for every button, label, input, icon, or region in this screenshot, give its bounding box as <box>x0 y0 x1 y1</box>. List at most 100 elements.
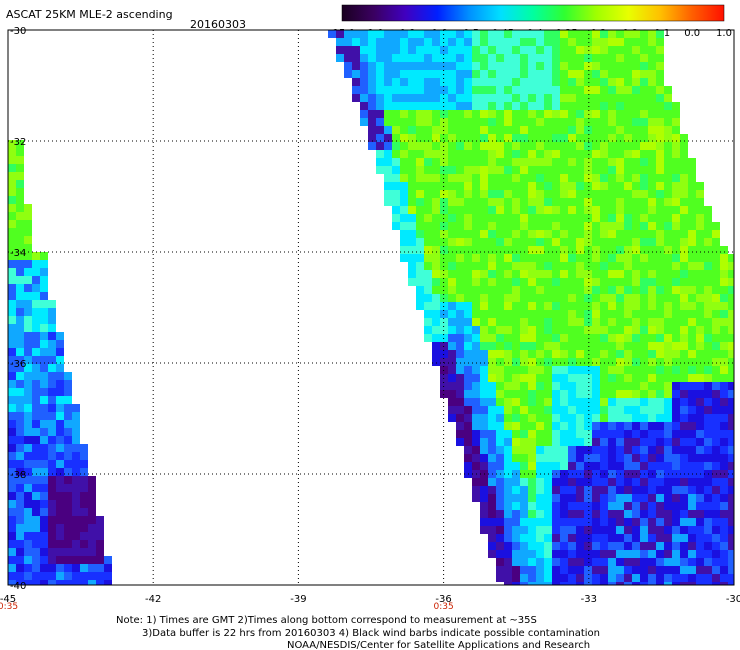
data-pixel <box>448 70 456 78</box>
data-pixel <box>64 428 72 436</box>
data-pixel <box>512 342 520 350</box>
data-pixel <box>704 334 712 342</box>
data-pixel <box>544 486 552 494</box>
data-pixel <box>552 230 560 238</box>
data-pixel <box>536 374 544 382</box>
data-pixel <box>40 372 48 380</box>
data-pixel <box>464 198 472 206</box>
data-pixel <box>488 446 496 454</box>
data-pixel <box>480 38 488 46</box>
data-pixel <box>424 54 432 62</box>
data-pixel <box>672 174 680 182</box>
data-pixel <box>56 436 64 444</box>
data-pixel <box>472 302 480 310</box>
data-pixel <box>576 206 584 214</box>
data-pixel <box>680 574 688 582</box>
data-pixel <box>512 206 520 214</box>
data-pixel <box>680 302 688 310</box>
data-pixel <box>688 502 696 510</box>
data-pixel <box>40 260 48 268</box>
data-pixel <box>456 294 464 302</box>
data-pixel <box>24 388 32 396</box>
data-pixel <box>584 438 592 446</box>
data-pixel <box>664 310 672 318</box>
data-pixel <box>592 350 600 358</box>
data-pixel <box>16 556 24 564</box>
data-pixel <box>712 534 720 542</box>
data-pixel <box>696 374 704 382</box>
data-pixel <box>640 582 648 585</box>
data-pixel <box>600 182 608 190</box>
data-pixel <box>712 310 720 318</box>
data-pixel <box>336 30 344 38</box>
data-pixel <box>512 126 520 134</box>
data-pixel <box>704 398 712 406</box>
data-pixel <box>600 302 608 310</box>
data-pixel <box>560 534 568 542</box>
data-pixel <box>416 102 424 110</box>
data-pixel <box>496 46 504 54</box>
data-pixel <box>664 406 672 414</box>
data-pixel <box>632 566 640 574</box>
data-pixel <box>488 70 496 78</box>
data-pixel <box>560 390 568 398</box>
data-pixel <box>464 238 472 246</box>
data-pixel <box>504 550 512 558</box>
data-pixel <box>720 262 728 270</box>
data-pixel <box>552 214 560 222</box>
data-pixel <box>464 30 472 38</box>
data-pixel <box>88 564 96 572</box>
data-pixel <box>472 206 480 214</box>
data-pixel <box>704 326 712 334</box>
data-pixel <box>552 574 560 582</box>
data-pixel <box>504 318 512 326</box>
data-pixel <box>560 334 568 342</box>
data-pixel <box>704 294 712 302</box>
swath-left <box>8 140 112 585</box>
data-pixel <box>456 86 464 94</box>
data-pixel <box>608 326 616 334</box>
data-pixel <box>600 478 608 486</box>
data-pixel <box>664 438 672 446</box>
data-pixel <box>704 342 712 350</box>
data-pixel <box>616 390 624 398</box>
data-pixel <box>512 534 520 542</box>
data-pixel <box>344 30 352 38</box>
data-pixel <box>616 526 624 534</box>
data-pixel <box>696 230 704 238</box>
data-pixel <box>552 534 560 542</box>
data-pixel <box>544 454 552 462</box>
data-pixel <box>696 382 704 390</box>
data-pixel <box>608 158 616 166</box>
data-pixel <box>56 492 64 500</box>
data-pixel <box>712 510 720 518</box>
data-pixel <box>32 332 40 340</box>
data-pixel <box>480 446 488 454</box>
data-pixel <box>544 286 552 294</box>
data-pixel <box>688 190 696 198</box>
data-pixel <box>536 230 544 238</box>
data-pixel <box>616 86 624 94</box>
data-pixel <box>528 390 536 398</box>
data-pixel <box>504 438 512 446</box>
data-pixel <box>408 262 416 270</box>
data-pixel <box>640 238 648 246</box>
data-pixel <box>696 326 704 334</box>
data-pixel <box>648 486 656 494</box>
data-pixel <box>528 422 536 430</box>
data-pixel <box>728 574 734 582</box>
data-pixel <box>520 238 528 246</box>
data-pixel <box>544 374 552 382</box>
data-pixel <box>72 540 80 548</box>
data-pixel <box>496 30 504 38</box>
data-pixel <box>608 558 616 566</box>
data-pixel <box>712 462 720 470</box>
data-pixel <box>40 540 48 548</box>
data-pixel <box>40 348 48 356</box>
data-pixel <box>16 276 24 284</box>
data-pixel <box>536 494 544 502</box>
data-pixel <box>592 502 600 510</box>
data-pixel <box>88 508 96 516</box>
data-pixel <box>368 30 376 38</box>
data-pixel <box>464 350 472 358</box>
